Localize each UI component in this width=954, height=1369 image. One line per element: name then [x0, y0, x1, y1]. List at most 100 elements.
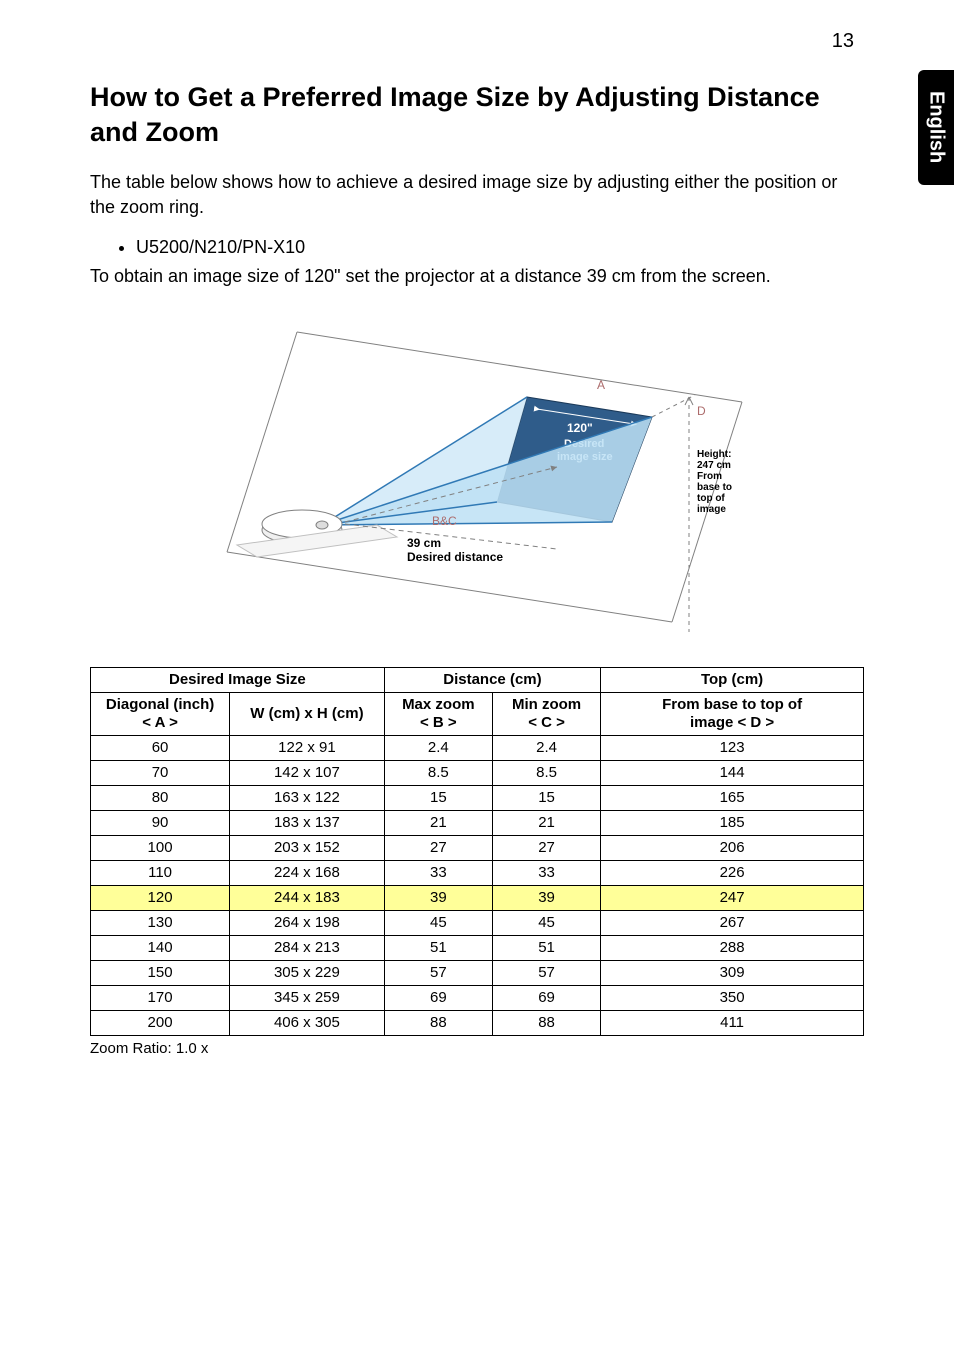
table-cell: 45 [492, 910, 600, 935]
table-cell: 309 [601, 960, 864, 985]
table-cell: 140 [91, 935, 230, 960]
table-cell: 2.4 [384, 735, 492, 760]
table-cell: 142 x 107 [230, 760, 385, 785]
table-row: 60122 x 912.42.4123 [91, 735, 864, 760]
table-cell: 144 [601, 760, 864, 785]
table-row: 100203 x 1522727206 [91, 835, 864, 860]
th-desired-image-size: Desired Image Size [91, 667, 385, 692]
table-cell: 8.5 [384, 760, 492, 785]
svg-text:From: From [697, 471, 722, 482]
table-cell: 203 x 152 [230, 835, 385, 860]
table-cell: 226 [601, 860, 864, 885]
diagram-label-bc: B&C [432, 514, 457, 528]
model-bullet: U5200/N210/PN-X10 [136, 235, 864, 260]
table-cell: 200 [91, 1010, 230, 1035]
projection-diagram: 120" Desired image size A B&C [90, 307, 864, 647]
table-cell: 284 x 213 [230, 935, 385, 960]
table-cell: 33 [384, 860, 492, 885]
example-paragraph: To obtain an image size of 120" set the … [90, 264, 864, 289]
table-row: 70142 x 1078.58.5144 [91, 760, 864, 785]
table-cell: 165 [601, 785, 864, 810]
table-cell: 183 x 137 [230, 810, 385, 835]
th-from-base: From base to top ofimage < D > [601, 692, 864, 735]
diagram-distance-value: 39 cm [407, 536, 441, 550]
table-cell: 305 x 229 [230, 960, 385, 985]
table-cell: 110 [91, 860, 230, 885]
page-title: How to Get a Preferred Image Size by Adj… [90, 80, 864, 150]
table-cell: 185 [601, 810, 864, 835]
table-header-row-2: Diagonal (inch)< A > W (cm) x H (cm) Max… [91, 692, 864, 735]
table-cell: 88 [492, 1010, 600, 1035]
intro-paragraph: The table below shows how to achieve a d… [90, 170, 864, 220]
table-cell: 51 [492, 935, 600, 960]
table-cell: 150 [91, 960, 230, 985]
zoom-ratio-footnote: Zoom Ratio: 1.0 x [90, 1040, 864, 1057]
table-cell: 163 x 122 [230, 785, 385, 810]
table-cell: 21 [384, 810, 492, 835]
table-cell: 51 [384, 935, 492, 960]
table-cell: 69 [384, 985, 492, 1010]
table-cell: 100 [91, 835, 230, 860]
table-cell: 345 x 259 [230, 985, 385, 1010]
th-wh: W (cm) x H (cm) [230, 692, 385, 735]
table-cell: 33 [492, 860, 600, 885]
table-cell: 2.4 [492, 735, 600, 760]
th-max-zoom: Max zoom< B > [384, 692, 492, 735]
table-cell: 224 x 168 [230, 860, 385, 885]
diagram-height-text: Height: 247 cm From base to top of image [697, 449, 732, 515]
table-row: 90183 x 1372121185 [91, 810, 864, 835]
table-row: 110224 x 1683333226 [91, 860, 864, 885]
svg-text:top of: top of [697, 493, 725, 504]
table-row: 170345 x 2596969350 [91, 985, 864, 1010]
table-cell: 406 x 305 [230, 1010, 385, 1035]
table-cell: 15 [384, 785, 492, 810]
table-cell: 69 [492, 985, 600, 1010]
th-min-zoom: Min zoom< C > [492, 692, 600, 735]
table-cell: 8.5 [492, 760, 600, 785]
table-cell: 206 [601, 835, 864, 860]
table-cell: 122 x 91 [230, 735, 385, 760]
page-body: 13 How to Get a Preferred Image Size by … [0, 0, 954, 1157]
table-row: 130264 x 1984545267 [91, 910, 864, 935]
diagram-label-d: D [697, 404, 706, 418]
table-cell: 90 [91, 810, 230, 835]
svg-text:base to: base to [697, 482, 732, 493]
table-cell: 244 x 183 [230, 885, 385, 910]
table-row: 120244 x 1833939247 [91, 885, 864, 910]
table-cell: 27 [492, 835, 600, 860]
table-cell: 264 x 198 [230, 910, 385, 935]
image-size-table: Desired Image Size Distance (cm) Top (cm… [90, 667, 864, 1036]
model-bullet-list: U5200/N210/PN-X10 [90, 235, 864, 260]
table-row: 80163 x 1221515165 [91, 785, 864, 810]
table-cell: 27 [384, 835, 492, 860]
table-row: 140284 x 2135151288 [91, 935, 864, 960]
diagram-screen-title: 120" [567, 421, 593, 435]
table-cell: 21 [492, 810, 600, 835]
svg-text:image: image [697, 504, 726, 515]
table-row: 150305 x 2295757309 [91, 960, 864, 985]
table-cell: 60 [91, 735, 230, 760]
table-cell: 267 [601, 910, 864, 935]
svg-text:247 cm: 247 cm [697, 460, 731, 471]
table-cell: 123 [601, 735, 864, 760]
table-cell: 170 [91, 985, 230, 1010]
table-cell: 350 [601, 985, 864, 1010]
table-cell: 70 [91, 760, 230, 785]
table-cell: 247 [601, 885, 864, 910]
table-cell: 57 [384, 960, 492, 985]
table-cell: 57 [492, 960, 600, 985]
table-cell: 411 [601, 1010, 864, 1035]
table-cell: 39 [492, 885, 600, 910]
diagram-distance-label: Desired distance [407, 550, 503, 564]
th-distance: Distance (cm) [384, 667, 600, 692]
table-cell: 288 [601, 935, 864, 960]
diagram-label-a: A [597, 378, 605, 392]
table-cell: 45 [384, 910, 492, 935]
projection-diagram-svg: 120" Desired image size A B&C [197, 307, 757, 647]
page-number: 13 [832, 30, 854, 53]
table-cell: 39 [384, 885, 492, 910]
table-cell: 80 [91, 785, 230, 810]
table-cell: 120 [91, 885, 230, 910]
table-cell: 15 [492, 785, 600, 810]
table-cell: 88 [384, 1010, 492, 1035]
